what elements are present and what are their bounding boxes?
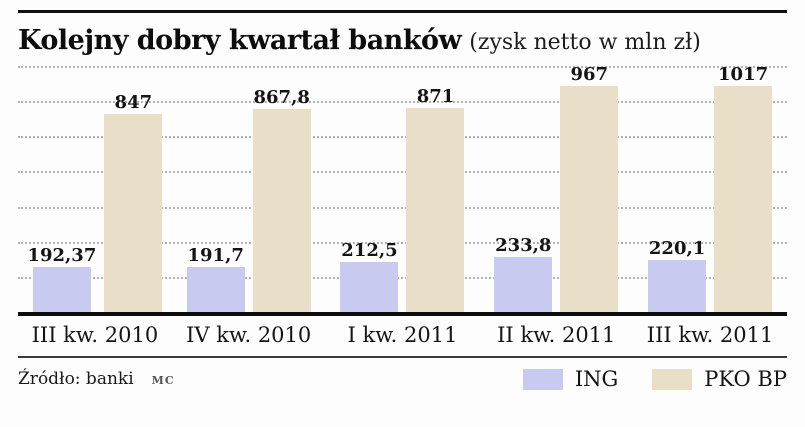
x-axis-labels: III kw. 2010 IV kw. 2010 I kw. 2011 II kw. … <box>18 323 787 347</box>
bar-ing-2 <box>340 262 399 312</box>
x-axis-label: III kw. 2010 <box>31 323 159 347</box>
gridline <box>18 66 787 68</box>
legend-item-pko-bp: PKO BP <box>652 367 787 391</box>
bar-ing-3 <box>494 257 553 312</box>
credit-text: MC <box>151 374 175 387</box>
chart-subtitle: (zysk netto w mln zł) <box>469 30 701 55</box>
x-axis-label: IV kw. 2010 <box>186 323 312 347</box>
bar-group-3: 233,8 967 <box>479 66 633 312</box>
bar-column: 847 <box>104 66 163 312</box>
legend: ING PKO BP <box>522 367 787 391</box>
bar-pko-bp-2 <box>406 107 465 312</box>
bar-value-label: 867,8 <box>253 86 310 108</box>
bar-column: 212,5 <box>340 66 399 312</box>
legend-item-ing: ING <box>522 367 619 391</box>
gridline <box>18 136 787 139</box>
bar-value-label: 233,8 <box>495 235 552 257</box>
bar-pko-bp-1 <box>252 108 311 312</box>
gridline <box>18 276 787 279</box>
bar-group-1: 191,7 867,8 <box>172 66 326 312</box>
bar-value-label: 220,1 <box>648 238 706 260</box>
bar-groups: 192,37 847 191,7 867,8 212,5 871 233,8 967 220,1… <box>18 66 787 312</box>
bar-value-label: 191,7 <box>187 245 244 267</box>
bar-column: 191,7 <box>186 66 245 312</box>
bar-column: 867,8 <box>252 66 311 312</box>
x-axis-label: I kw. 2011 <box>347 323 458 347</box>
bar-ing-0 <box>32 266 91 312</box>
bar-column: 1017 <box>714 64 773 312</box>
x-axis-label: III kw. 2011 <box>646 323 774 347</box>
bar-column: 220,1 <box>648 66 707 312</box>
bar-value-label: 1017 <box>718 64 769 85</box>
bar-column: 967 <box>560 64 619 312</box>
bar-value-label: 847 <box>114 91 153 113</box>
legend-swatch <box>522 368 563 390</box>
gridline <box>18 171 787 174</box>
x-axis-line <box>18 312 787 316</box>
chart-footer: Źródło: banki MC ING PKO BP <box>18 367 787 391</box>
bar-pko-bp-0 <box>104 113 163 312</box>
top-rule <box>18 10 787 13</box>
gridline <box>18 101 787 104</box>
bar-ing-1 <box>186 267 245 312</box>
legend-label: ING <box>574 367 619 391</box>
legend-swatch <box>652 368 693 390</box>
bar-group-0: 192,37 847 <box>18 66 172 312</box>
bar-value-label: 967 <box>570 64 609 85</box>
bar-group-4: 220,1 1017 <box>633 66 787 312</box>
bar-value-label: 192,37 <box>27 244 97 266</box>
bar-column: 871 <box>406 66 465 312</box>
chart-header: Kolejny dobry kwartał banków (zysk netto… <box>18 25 787 56</box>
bar-value-label: 212,5 <box>341 240 398 262</box>
chart-title: Kolejny dobry kwartał banków <box>18 25 462 56</box>
bar-value-label: 871 <box>416 85 455 107</box>
bar-column: 192,37 <box>27 66 96 312</box>
footer-divider <box>18 356 787 358</box>
bar-column: 233,8 <box>494 66 553 312</box>
legend-label: PKO BP <box>704 367 787 391</box>
bar-group-2: 212,5 871 <box>326 66 480 312</box>
gridline <box>18 241 787 244</box>
bar-pko-bp-4 <box>714 86 773 312</box>
bar-pko-bp-3 <box>560 86 619 312</box>
source-text: Źródło: banki <box>18 369 134 389</box>
source-row: Źródło: banki MC <box>18 369 175 389</box>
x-axis-label: II kw. 2011 <box>497 323 616 347</box>
bar-ing-4 <box>648 260 707 312</box>
gridline <box>18 206 787 209</box>
plot-area: 192,37 847 191,7 867,8 212,5 871 233,8 967 220,1… <box>18 66 787 312</box>
